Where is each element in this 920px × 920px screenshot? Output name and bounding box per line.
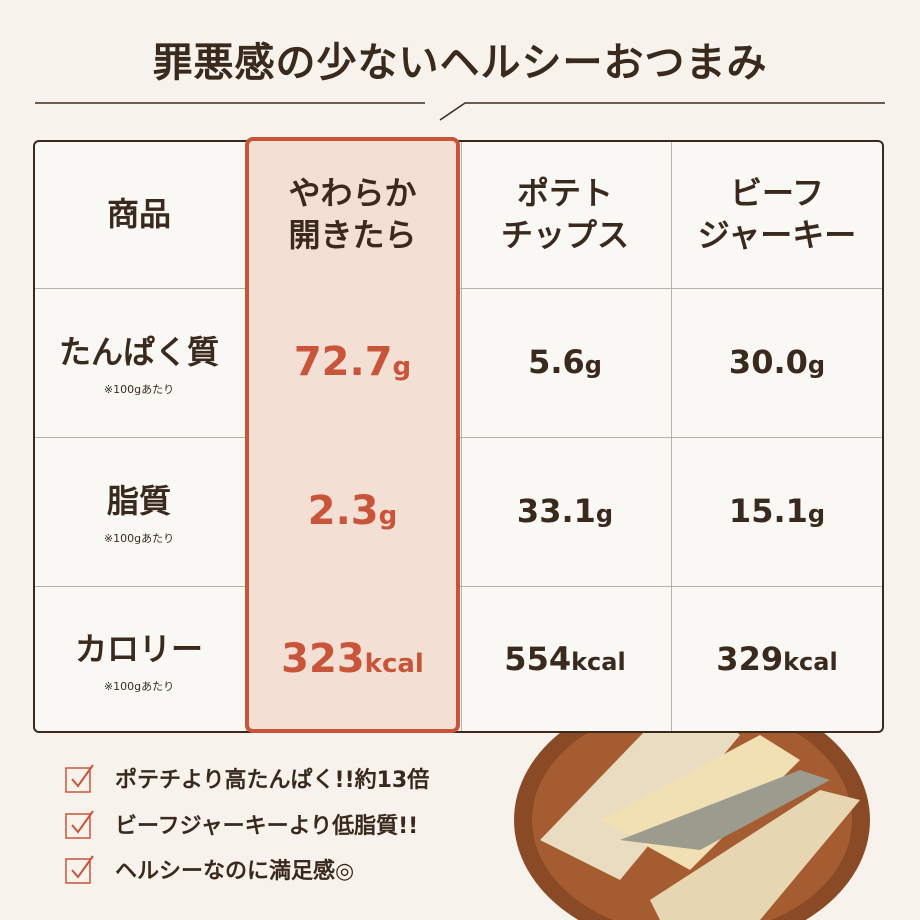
value-cell: 2.3g [245,436,460,585]
value-cell: 5.6g [460,287,670,436]
number: 5.6 [528,342,585,381]
check-text: ヘルシーなのに満足感◎ [115,859,355,884]
unit: kcal [364,649,424,679]
header-line: ビーフ [729,173,825,212]
value: 72.7g [294,339,411,385]
label: 脂質 [106,481,171,520]
value: 329kcal [716,640,837,678]
note: ※100gあたり [103,531,175,545]
check-text: ポテチより高たんぱく!!約13倍 [115,768,430,793]
label: カロリー [74,630,203,668]
number: 72.7 [293,338,393,385]
number: 329 [716,640,784,678]
header-cell: 商品 [33,140,245,287]
number: 2.3 [307,487,379,534]
checkbox-icon [65,810,94,839]
header-line: ポテト [516,173,613,212]
value: 323kcal [281,636,424,682]
number: 323 [281,636,365,682]
value: 554kcal [504,640,625,678]
note: ※100gあたり [103,680,175,693]
number: 33.1 [516,491,596,530]
row-label: 脂質 ※100gあたり [33,436,245,585]
value-cell: 329kcal [670,585,884,733]
header-line: やわらか [288,173,417,212]
unit: g [584,350,602,379]
unit: kcal [571,648,626,676]
title: 罪悪感の少ないヘルシーおつまみ [152,40,768,86]
value-cell: 33.1g [460,436,670,585]
value-cell: 15.1g [670,436,884,585]
check-item: ポテチより高たんぱく!!約13倍 [65,762,429,794]
unit: g [378,500,398,531]
header-line: ジャーキー [697,215,857,254]
highlight-column [245,137,460,733]
header-line: 開きたら [288,215,417,254]
unit: g [807,499,826,528]
food-image [514,690,870,920]
unit: g [807,350,826,379]
header-cell: やわらか 開きたら [245,140,460,287]
check-text: ビーフジャーキーより低脂質!! [115,814,419,839]
value: 33.1g [517,492,613,530]
value-cell: 72.7g [245,287,460,436]
header-cell: ポテト チップス [460,140,670,287]
number: 554 [504,640,572,678]
value: 30.0g [729,343,825,381]
check-item: ヘルシーなのに満足感◎ [65,853,354,885]
value-cell: 554kcal [460,585,670,733]
unit: kcal [783,648,838,676]
unit: g [595,499,614,528]
number: 15.1 [728,491,808,530]
check-item: ビーフジャーキーより低脂質!! [65,808,418,840]
value: 5.6g [528,343,602,381]
checkbox-icon [65,855,94,884]
value: 15.1g [729,492,825,530]
header-cell: ビーフ ジャーキー [670,140,884,287]
col-line [461,142,462,731]
value-cell: 323kcal [245,585,460,733]
checkbox-icon [65,764,94,793]
note: ※100gあたり [103,382,175,396]
col-line [671,142,672,731]
row-label: たんぱく質 ※100gあたり [33,287,245,436]
value-cell: 30.0g [670,287,884,436]
number: 30.0 [728,342,808,381]
header-line: 商品 [106,194,171,233]
row-label: カロリー ※100gあたり [33,585,245,733]
value: 2.3g [308,488,397,534]
unit: g [392,351,412,382]
header-line: チップス [500,215,629,254]
label: たんぱく質 [58,332,219,371]
